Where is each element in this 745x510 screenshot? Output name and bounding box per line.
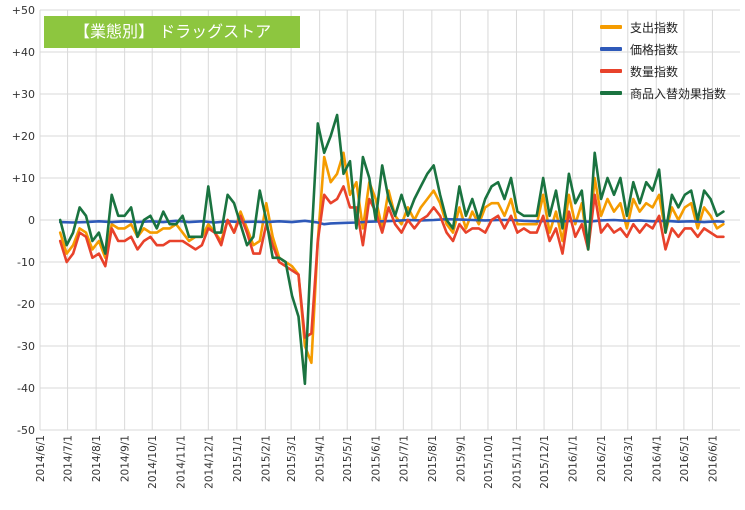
legend-item-replacement: 商品入替効果指数	[600, 82, 726, 104]
y-tick-label: -50	[17, 424, 35, 437]
legend-item-expenditure: 支出指数	[600, 16, 726, 38]
y-tick-label: 0	[28, 214, 35, 227]
legend-swatch-expenditure	[600, 25, 622, 29]
x-tick-label: 2015/10/1	[483, 435, 495, 489]
legend-item-price: 価格指数	[600, 38, 726, 60]
y-tick-label: -20	[17, 298, 35, 311]
y-tick-label: -10	[17, 256, 35, 269]
y-tick-label: +40	[12, 46, 35, 59]
x-tick-label: 2015/1/1	[232, 435, 244, 482]
chart-title: 【業態別】 ドラッグストア	[44, 16, 300, 48]
x-tick-label: 2016/4/1	[651, 435, 663, 482]
x-tick-label: 2015/2/1	[260, 435, 272, 482]
x-tick-label: 2015/8/1	[427, 435, 439, 482]
series-line-2	[58, 185, 725, 339]
x-tick-label: 2014/11/1	[176, 435, 188, 489]
x-tick-label: 2014/9/1	[120, 435, 132, 482]
x-tick-label: 2014/12/1	[203, 435, 215, 489]
legend-label-replacement: 商品入替効果指数	[630, 86, 727, 101]
x-tick-label: 2015/5/1	[342, 435, 354, 482]
series-line-0	[58, 151, 725, 365]
x-tick-label: 2014/10/1	[147, 435, 159, 489]
x-tick-label: 2014/6/1	[35, 435, 47, 482]
y-tick-label: +50	[12, 4, 35, 17]
legend-swatch-quantity	[600, 69, 622, 73]
legend-item-quantity: 数量指数	[600, 60, 726, 82]
x-tick-label: 2015/9/1	[455, 435, 467, 482]
y-axis-ticks: +50 +40 +30 +20 +10 0 -10 -20 -30 -40 -50	[12, 4, 35, 437]
x-tick-label: 2016/2/1	[596, 435, 608, 482]
series-lines	[58, 113, 725, 386]
legend-label-price: 価格指数	[630, 42, 679, 57]
x-tick-label: 2016/1/1	[568, 435, 580, 482]
y-tick-label: +20	[12, 130, 35, 143]
x-tick-label: 2015/11/1	[511, 435, 523, 489]
y-tick-label: -40	[17, 382, 35, 395]
series-line-3	[58, 113, 725, 386]
legend: 支出指数 価格指数 数量指数 商品入替効果指数	[600, 16, 726, 104]
x-tick-label: 2015/7/1	[398, 435, 410, 482]
legend-label-quantity: 数量指数	[630, 64, 679, 79]
x-tick-label: 2015/12/1	[539, 435, 551, 489]
y-tick-label: +30	[12, 88, 35, 101]
y-tick-label: +10	[12, 172, 35, 185]
series-line-1	[58, 217, 725, 226]
x-axis-ticks: 2014/6/1 2014/7/1 2014/8/1 2014/9/1 2014/10/…	[35, 435, 719, 489]
x-tick-label: 2015/6/1	[371, 435, 383, 482]
legend-swatch-replacement	[600, 91, 622, 95]
legend-swatch-price	[600, 47, 622, 51]
x-tick-label: 2014/7/1	[63, 435, 75, 482]
y-tick-label: -30	[17, 340, 35, 353]
x-tick-label: 2015/3/1	[286, 435, 298, 482]
x-tick-label: 2016/6/1	[707, 435, 719, 482]
x-tick-label: 2015/4/1	[315, 435, 327, 482]
legend-label-expenditure: 支出指数	[630, 20, 679, 35]
x-tick-label: 2014/8/1	[91, 435, 103, 482]
x-tick-label: 2016/3/1	[623, 435, 635, 482]
x-tick-label: 2016/5/1	[679, 435, 691, 482]
